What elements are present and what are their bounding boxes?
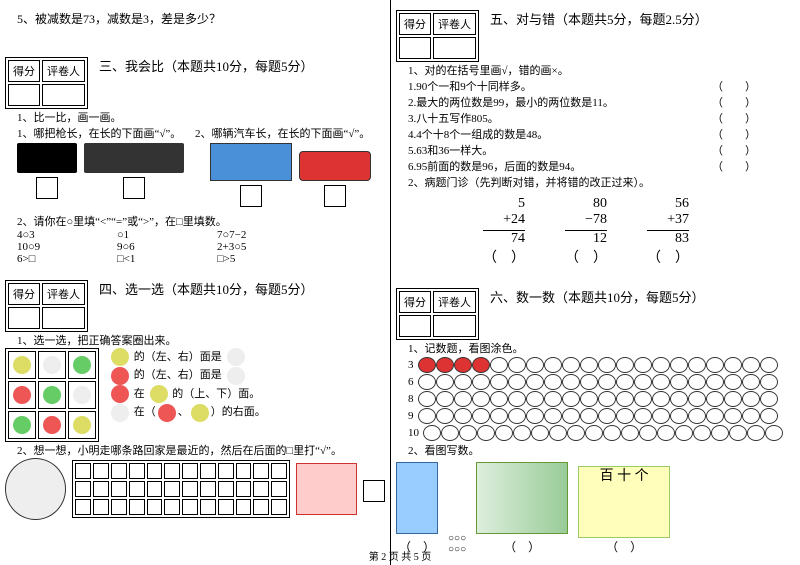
checkbox[interactable]	[240, 185, 262, 207]
section-6-title: 六、数一数（本题共10分，每题5分）	[490, 288, 705, 308]
compare-rows: 4○3○17○7−210○99○62+3○56>□□<1□>5	[17, 229, 385, 265]
section-4-title: 四、选一选（本题共10分，每题5分）	[99, 280, 314, 300]
abacus-image: 百 十 个	[578, 466, 670, 538]
q3-1a: 1、哪把枪长，在长的下面画“√”。	[17, 125, 195, 141]
true-false-list: 1.90个一和9个十同样多。（ ）2.最大的两位数是99，最小的两位数是11。（…	[408, 78, 776, 174]
car-image	[299, 151, 371, 181]
sticks-image	[476, 462, 568, 534]
q3-1: 1、比一比，画一画。	[17, 109, 385, 125]
bus-image	[210, 143, 292, 181]
rifle-image	[84, 143, 184, 173]
maze-image	[72, 460, 290, 518]
fruit-statements: 的（左、右）面是 的（左、右）面是 在 的（上、下）面。 在（、）的右面。	[109, 348, 266, 422]
q6-2: 2、看图写数。	[408, 442, 776, 458]
checkbox[interactable]	[324, 185, 346, 207]
house-image	[296, 463, 357, 515]
score-box-4: 得分评卷人	[5, 280, 88, 332]
q4-1: 1、选一选，把正确答案圈出来。	[17, 332, 385, 348]
question-5: 5、被减数是73，减数是3，差是多少？	[17, 10, 385, 27]
bead-chart: 368910	[408, 357, 776, 441]
fruit-grid	[5, 348, 99, 442]
section-3-title: 三、我会比（本题共10分，每题5分）	[99, 57, 314, 77]
blocks-image	[396, 462, 438, 534]
q3-2: 2、请你在○里填“<”“=”或“>”，在□里填数。	[17, 213, 385, 229]
checkbox[interactable]	[36, 177, 58, 199]
score-box-6: 得分评卷人	[396, 288, 479, 340]
q4-2: 2、想一想，小明走哪条路回家是最近的，然后在后面的□里打“√”。	[17, 442, 385, 458]
section-5-title: 五、对与错（本题共5分，每题2.5分）	[490, 10, 708, 30]
checkbox[interactable]	[123, 177, 145, 199]
q5-2: 2、病题门诊（先判断对错，并将错的改正过来）。	[408, 174, 776, 190]
panda-image	[5, 458, 66, 520]
q5-1: 1、对的在括号里画√，错的画×。	[408, 62, 776, 78]
checkbox[interactable]	[363, 480, 385, 502]
page-footer: 第 2 页 共 5 页	[0, 548, 800, 563]
q3-1b: 2、哪辆汽车长，在长的下面画“√”。	[195, 125, 385, 141]
score-box-5: 得分评卷人	[396, 10, 479, 62]
q6-1: 1、记数题，看图涂色。	[408, 340, 776, 356]
score-box-3: 得分评卷人	[5, 57, 88, 109]
pistol-image	[17, 143, 77, 173]
calc-problems: 5+2474（ ）80−7812（ ）56+3783（ ）	[396, 196, 776, 267]
